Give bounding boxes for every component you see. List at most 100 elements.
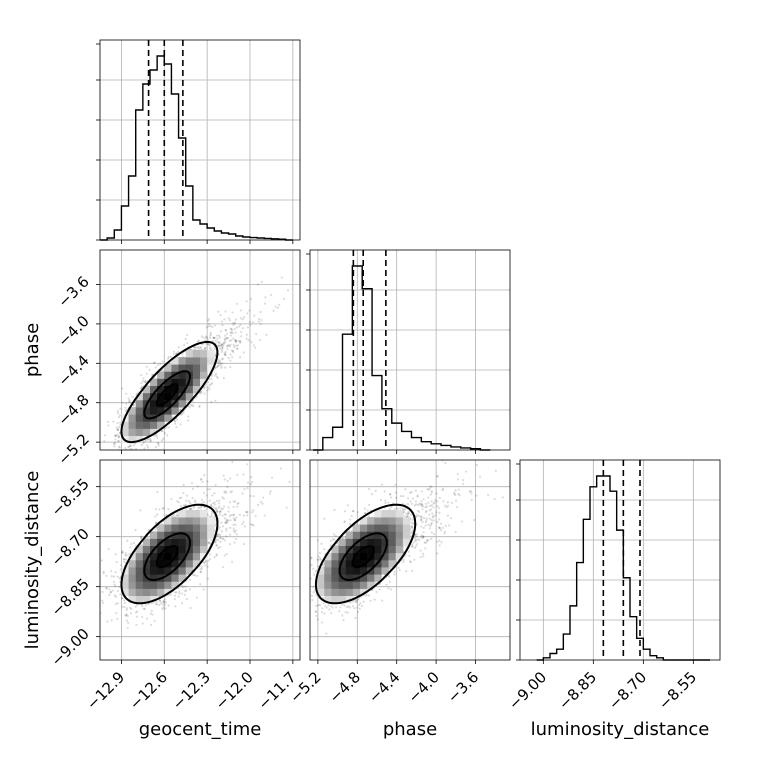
sample-point xyxy=(173,594,177,597)
sample-point xyxy=(263,302,267,305)
sample-point xyxy=(242,514,246,517)
sample-point xyxy=(214,541,217,544)
sample-point xyxy=(222,474,225,477)
sample-point xyxy=(319,467,321,469)
sample-point xyxy=(192,404,195,408)
sample-point xyxy=(115,426,118,429)
sample-point xyxy=(221,346,224,349)
sample-point xyxy=(234,341,237,344)
sample-point xyxy=(127,401,130,404)
sample-point xyxy=(261,502,264,505)
density-cell xyxy=(171,407,179,415)
sample-point xyxy=(178,409,181,412)
sample-point xyxy=(119,458,121,460)
sample-point xyxy=(141,615,144,619)
density-cell xyxy=(157,407,165,415)
sample-point xyxy=(239,356,242,359)
sample-point xyxy=(172,513,175,517)
sample-point xyxy=(180,496,183,499)
sample-point xyxy=(199,571,202,574)
sample-point xyxy=(229,334,233,337)
sample-point xyxy=(124,614,127,617)
sample-point xyxy=(190,404,194,407)
sample-point xyxy=(246,487,249,490)
sample-point xyxy=(160,429,163,433)
sample-point xyxy=(230,490,234,493)
sample-point xyxy=(234,339,237,342)
sample-point xyxy=(206,565,209,568)
sample-point xyxy=(114,434,117,438)
sample-point xyxy=(100,559,103,562)
sample-point xyxy=(135,615,139,618)
sample-point xyxy=(207,386,210,389)
sample-point xyxy=(239,317,243,320)
sample-point xyxy=(146,438,149,441)
sample-point xyxy=(224,513,227,516)
sample-point xyxy=(151,613,154,616)
sample-point xyxy=(182,483,185,486)
sample-point xyxy=(224,354,227,357)
sample-point xyxy=(235,339,238,343)
sample-point xyxy=(167,508,170,511)
sample-point xyxy=(251,511,254,514)
sample-point xyxy=(197,345,200,348)
sample-point xyxy=(106,420,110,423)
sample-point xyxy=(213,492,216,495)
sample-point xyxy=(124,554,127,557)
sample-point xyxy=(224,353,227,356)
sample-point xyxy=(175,352,178,355)
sample-point xyxy=(105,587,108,590)
sample-point xyxy=(201,480,204,484)
sample-point xyxy=(130,607,133,610)
density-cell xyxy=(157,371,165,379)
sample-point xyxy=(144,381,147,384)
sample-point xyxy=(114,585,117,588)
sample-point xyxy=(176,514,179,517)
sample-point xyxy=(154,515,157,518)
sample-point xyxy=(215,543,218,547)
sample-point xyxy=(211,325,214,328)
sample-point xyxy=(235,533,238,536)
sample-point xyxy=(260,319,263,322)
sample-point xyxy=(116,428,119,431)
density-cell xyxy=(178,385,187,394)
sample-point xyxy=(246,326,250,329)
sample-point xyxy=(121,401,124,404)
sample-point xyxy=(182,504,186,507)
density-cell xyxy=(164,400,172,408)
sample-point xyxy=(231,356,234,359)
density-cell xyxy=(171,392,179,401)
sample-point xyxy=(200,567,203,570)
sample-point xyxy=(102,570,105,573)
sample-point xyxy=(213,501,216,504)
sample-point xyxy=(161,360,164,363)
sample-point xyxy=(229,365,232,369)
sample-point xyxy=(259,500,263,504)
sample-point xyxy=(245,337,248,340)
sample-point xyxy=(145,365,148,368)
sample-point xyxy=(232,513,235,516)
sample-point xyxy=(93,594,95,596)
sample-point xyxy=(225,337,228,340)
sample-point xyxy=(216,337,219,340)
sample-point xyxy=(119,421,122,424)
sample-point xyxy=(176,511,179,514)
sample-point xyxy=(188,588,192,591)
sample-point xyxy=(252,509,255,512)
sample-point xyxy=(185,597,188,601)
density-cell xyxy=(192,350,201,358)
sample-point xyxy=(122,558,125,561)
sample-point xyxy=(112,420,115,423)
sample-point xyxy=(198,507,201,510)
sample-point xyxy=(109,591,112,594)
sample-point xyxy=(215,553,218,556)
sample-point xyxy=(223,554,226,557)
density-cell xyxy=(135,595,144,604)
sample-point xyxy=(160,439,163,442)
sample-point xyxy=(199,568,202,571)
sample-point xyxy=(125,402,128,405)
sample-point xyxy=(140,385,144,388)
sample-point xyxy=(123,560,126,564)
sample-point xyxy=(125,619,128,622)
